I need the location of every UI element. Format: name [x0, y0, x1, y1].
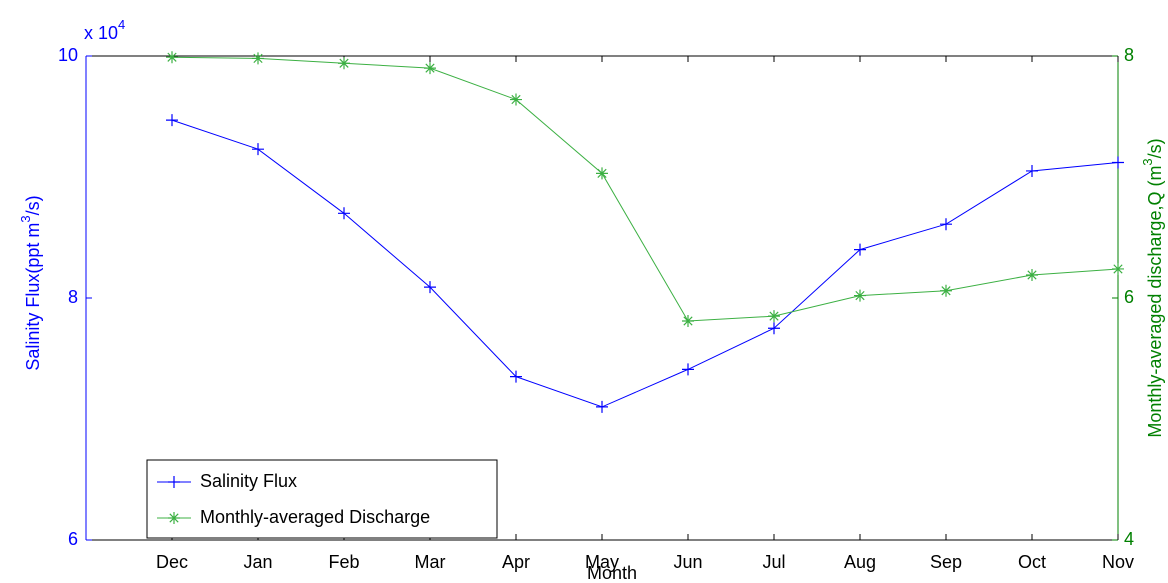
- y-tick-label: 8: [68, 287, 78, 307]
- x-tick-label: Nov: [1102, 552, 1134, 572]
- marker: [424, 62, 436, 75]
- series-line: [171, 119, 1119, 408]
- x-tick-label: May: [585, 552, 619, 572]
- marker: [252, 52, 264, 65]
- marker: [510, 93, 522, 106]
- label-sup: 3: [1140, 158, 1155, 165]
- legend-marker: [168, 476, 180, 488]
- marker: [1026, 164, 1038, 177]
- label-part: /s): [23, 195, 43, 215]
- marker: [1112, 156, 1124, 169]
- x-tick-label: Sep: [930, 552, 962, 572]
- marker: [682, 314, 694, 327]
- marker: [940, 284, 952, 297]
- x-tick-label: Mar: [415, 552, 446, 572]
- marker: [1026, 269, 1038, 282]
- marker: [338, 57, 350, 70]
- marker: [510, 370, 522, 383]
- multiplier-exponent: 4: [118, 17, 125, 32]
- marker: [166, 51, 178, 64]
- y2-tick-label: 4: [1124, 529, 1134, 549]
- legend-label: Monthly-averaged Discharge: [200, 507, 430, 527]
- x-tick-label: Jul: [762, 552, 785, 572]
- x-tick-label: Jun: [673, 552, 702, 572]
- x-tick-label: Aug: [844, 552, 876, 572]
- marker: [252, 143, 264, 156]
- label-sup: 3: [18, 215, 33, 222]
- x-tick-label: Feb: [328, 552, 359, 572]
- y2-axis-label: Monthly-averaged discharge,Q (m3/s): [1140, 138, 1164, 437]
- x-tick-label: Dec: [156, 552, 188, 572]
- multiplier-base: x 10: [84, 23, 118, 43]
- marker: [166, 114, 178, 127]
- marker: [940, 218, 952, 231]
- y-multiplier: x 104: [84, 17, 125, 42]
- y2-tick-label: 6: [1124, 287, 1134, 307]
- series-line: [171, 56, 1119, 322]
- y-tick-label: 10: [58, 45, 78, 65]
- y2-tick-label: 8: [1124, 45, 1134, 65]
- label-part: Salinity Flux(ppt m: [23, 223, 43, 371]
- legend-marker: [168, 512, 180, 524]
- legend-box: [146, 459, 498, 539]
- marker: [596, 400, 608, 413]
- label-part: /s): [1145, 138, 1165, 158]
- marker: [854, 243, 866, 256]
- marker: [682, 363, 694, 376]
- x-axis-label: Month: [587, 563, 637, 583]
- x-tick-label: Apr: [502, 552, 530, 572]
- marker: [768, 310, 780, 323]
- marker: [596, 167, 608, 180]
- marker: [1112, 262, 1124, 275]
- marker: [854, 289, 866, 302]
- x-tick-label: Oct: [1018, 552, 1046, 572]
- y-axis-label: Salinity Flux(ppt m3/s): [18, 195, 42, 370]
- marker: [424, 281, 436, 294]
- y-tick-label: 6: [68, 529, 78, 549]
- label-part: Monthly-averaged discharge,Q (m: [1145, 166, 1165, 438]
- marker: [768, 322, 780, 335]
- marker: [338, 207, 350, 220]
- legend-label: Salinity Flux: [200, 471, 297, 491]
- x-tick-label: Jan: [243, 552, 272, 572]
